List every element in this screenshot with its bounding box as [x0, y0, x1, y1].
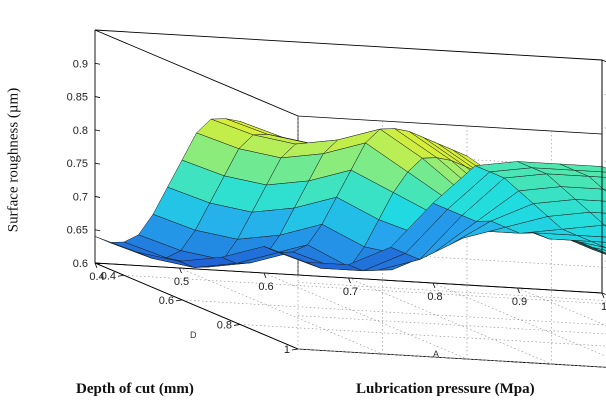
z-tick-label: 0.85 — [67, 92, 88, 104]
x-tick-labels: 0.4 0.5 0.6 0.7 0.8 0.9 1 — [89, 262, 606, 313]
x-tick-mark — [348, 277, 351, 284]
z-tick-mark — [94, 62, 101, 65]
z-tick-label: 0.7 — [73, 191, 88, 203]
z-tick-mark — [94, 129, 101, 132]
y-axis-label: Depth of cut (mm) — [76, 381, 194, 397]
z-tick-mark — [94, 229, 101, 232]
surface-patch — [603, 188, 606, 192]
z-tick-mark — [94, 196, 101, 198]
x-grid-line — [432, 282, 606, 357]
x-tick-mark — [601, 292, 605, 299]
z-tick-labels: 0.6 0.65 0.7 0.75 0.8 0.85 0.9 — [67, 58, 101, 270]
x-tick-mark — [517, 287, 520, 294]
z-tick-mark — [94, 262, 101, 265]
surface-patch — [559, 163, 606, 173]
z-tick-mark — [94, 162, 101, 165]
z-grid-line — [297, 226, 606, 301]
y-tick-mark — [291, 348, 299, 351]
z-tick-label: 0.65 — [67, 225, 88, 237]
y-grid-line — [297, 348, 606, 368]
x-tick-label: 1 — [601, 301, 606, 313]
y-tick-mark — [175, 299, 183, 302]
x-tick-mark — [94, 262, 98, 269]
z-tick-label: 0.75 — [67, 158, 88, 170]
x-tick-mark — [432, 282, 436, 289]
y-tick-mark — [117, 274, 125, 277]
y-grid-line — [239, 324, 606, 347]
x-tick-label: 0.7 — [343, 286, 358, 298]
y-axis-letter: D — [190, 330, 197, 340]
x-tick-mark — [179, 267, 182, 274]
x-tick-label: 0.5 — [174, 276, 189, 288]
x-tick-label: 0.9 — [512, 296, 527, 308]
x-grid-line — [517, 287, 606, 326]
y-grid-line — [123, 275, 606, 305]
y-grid-line — [181, 299, 606, 326]
z-tick-mark — [94, 96, 101, 98]
surface-mesh — [94, 118, 606, 272]
z-axis-label-box: Surface roughness (µm) — [3, 40, 25, 280]
y-tick-label: 1 — [284, 344, 290, 356]
z-grid-line — [297, 259, 606, 335]
box-edge — [94, 262, 299, 350]
y-tick-label: 0.6 — [159, 295, 174, 307]
x-grid-line — [348, 131, 552, 365]
x-axis-label: Lubrication pressure (Mpa) — [356, 381, 535, 397]
y-tick-label: 0.8 — [217, 319, 232, 331]
z-tick-label: 0.9 — [73, 58, 88, 70]
box-edge — [94, 29, 299, 117]
z-tick-label: 0.8 — [73, 125, 88, 137]
x-axis-letter: A — [433, 349, 439, 359]
y-tick-label: 0.4 — [101, 270, 116, 282]
x-tick-mark — [263, 272, 267, 279]
surface-patch — [577, 240, 606, 251]
z-tick-label: 0.6 — [73, 258, 88, 270]
z-axis-label: Surface roughness (µm) — [5, 87, 22, 233]
box-edge — [94, 29, 603, 61]
x-tick-label: 0.4 — [89, 271, 104, 283]
y-tick-labels: 0.4 0.6 0.8 1 — [101, 270, 299, 356]
y-tick-mark — [233, 324, 241, 326]
x-tick-label: 0.6 — [258, 281, 273, 293]
x-tick-label: 0.8 — [427, 291, 442, 303]
